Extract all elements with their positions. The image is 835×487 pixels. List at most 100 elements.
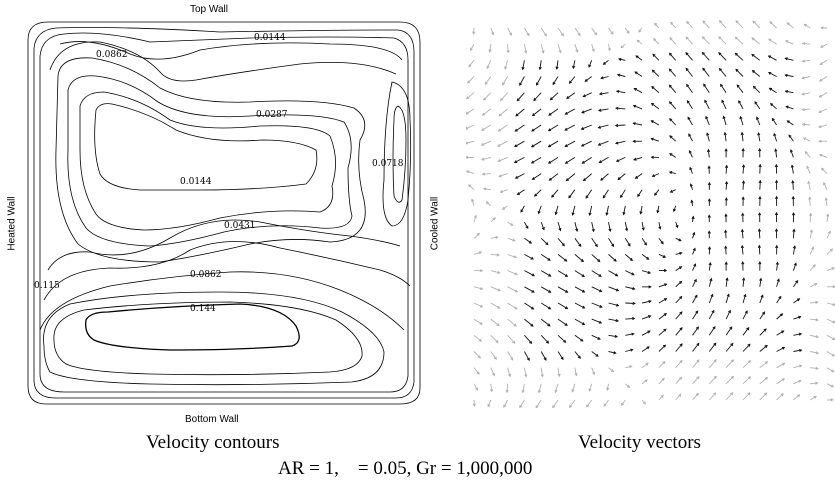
velocity-vector [702, 36, 710, 45]
velocity-vector [473, 383, 478, 391]
velocity-vector [675, 343, 683, 352]
velocity-vector-head [812, 264, 816, 268]
velocity-vector [600, 76, 609, 79]
velocity-vector [572, 60, 576, 69]
velocity-vector-head [483, 97, 487, 101]
velocity-vector [738, 100, 744, 110]
velocity-vector [826, 334, 835, 340]
velocity-vector-head [792, 245, 797, 249]
velocity-vector [809, 213, 812, 223]
velocity-vector [725, 376, 734, 385]
velocity-vector-head [784, 40, 789, 44]
velocity-vector-head [693, 278, 697, 283]
velocity-vector-head [707, 181, 711, 186]
velocity-vector [467, 76, 475, 84]
velocity-vector [540, 286, 551, 293]
velocity-vector [473, 215, 477, 223]
velocity-vector [608, 351, 616, 354]
velocity-vector-head [832, 302, 835, 307]
velocity-vector [490, 351, 497, 360]
velocity-vector [498, 156, 508, 162]
velocity-vector [507, 367, 511, 377]
velocity-vector-head [723, 131, 727, 136]
velocity-vector-head [718, 20, 722, 24]
contour-left-5 [67, 75, 353, 247]
velocity-vector [725, 359, 734, 369]
velocity-vector [640, 205, 643, 214]
contour-label: 0.144 [190, 304, 216, 314]
velocity-vector [490, 270, 500, 274]
velocity-vector [483, 92, 492, 101]
velocity-vector-head [617, 177, 621, 181]
velocity-vector-head [497, 128, 501, 132]
velocity-vector [758, 132, 761, 142]
velocity-vector [552, 399, 559, 408]
velocity-vector-head [751, 70, 755, 74]
velocity-vector-head [741, 164, 746, 168]
velocity-vector-head [662, 344, 667, 348]
velocity-vector [826, 248, 833, 255]
velocity-vector [524, 318, 534, 327]
velocity-vector-head [577, 355, 581, 359]
velocity-vector-head [564, 306, 569, 310]
velocity-vector [751, 54, 761, 61]
velocity-vector [776, 362, 785, 369]
velocity-vector [602, 189, 609, 199]
velocity-vector-head [757, 132, 761, 136]
velocity-vector-head [526, 357, 530, 362]
velocity-vector [742, 164, 745, 174]
velocity-vector-head [541, 227, 545, 231]
velocity-vector [742, 327, 750, 336]
velocity-vector [793, 280, 799, 288]
velocity-vector-head [495, 339, 499, 344]
contour-right-lobe-1 [382, 81, 412, 227]
velocity-vector-head [762, 311, 766, 315]
velocity-vector-head [499, 189, 503, 194]
velocity-vector [540, 221, 545, 230]
velocity-vector [651, 138, 660, 142]
velocity-vector-head [625, 228, 629, 232]
velocity-vector-head [538, 66, 542, 71]
velocity-vector-head [782, 362, 786, 366]
velocity-vector [719, 20, 727, 29]
velocity-vector-head [801, 92, 805, 96]
velocity-vector [608, 44, 611, 51]
velocity-vector [692, 279, 697, 288]
velocity-vector [809, 264, 816, 271]
velocity-vector-head [492, 217, 496, 221]
velocity-vector [675, 377, 682, 385]
velocity-vector [721, 100, 727, 110]
velocity-vector [533, 92, 542, 101]
velocity-vector [507, 237, 515, 242]
velocity-vector-head [701, 51, 705, 56]
velocity-vector [809, 283, 818, 288]
contour-left-4 [55, 57, 366, 263]
velocity-vector [808, 181, 811, 190]
velocity-vector [802, 59, 811, 62]
velocity-vector-head [650, 120, 654, 124]
velocity-vector-head [617, 57, 622, 61]
velocity-vector-head [631, 332, 635, 336]
velocity-vector [809, 197, 811, 206]
velocity-vector [772, 118, 777, 126]
velocity-vector [557, 302, 568, 309]
velocity-vector-head [785, 105, 789, 109]
velocity-vector [540, 237, 549, 245]
velocity-vector-head [773, 132, 777, 137]
velocity-vector [507, 318, 517, 327]
velocity-vector [785, 40, 794, 45]
velocity-vector [690, 183, 693, 190]
contour-bottom-core [85, 303, 300, 351]
velocity-vector [538, 205, 542, 214]
velocity-vector-head [552, 405, 556, 408]
velocity-vector [502, 205, 508, 210]
velocity-vector-head [626, 384, 631, 389]
velocity-vector-head [767, 55, 772, 59]
velocity-vector-head [620, 194, 623, 199]
velocity-vector [810, 318, 819, 321]
velocity-vector-head [641, 227, 645, 231]
velocity-vector-head [597, 142, 602, 146]
velocity-vector [574, 318, 585, 325]
velocity-vector-head [722, 115, 726, 119]
velocity-vector [473, 251, 482, 255]
